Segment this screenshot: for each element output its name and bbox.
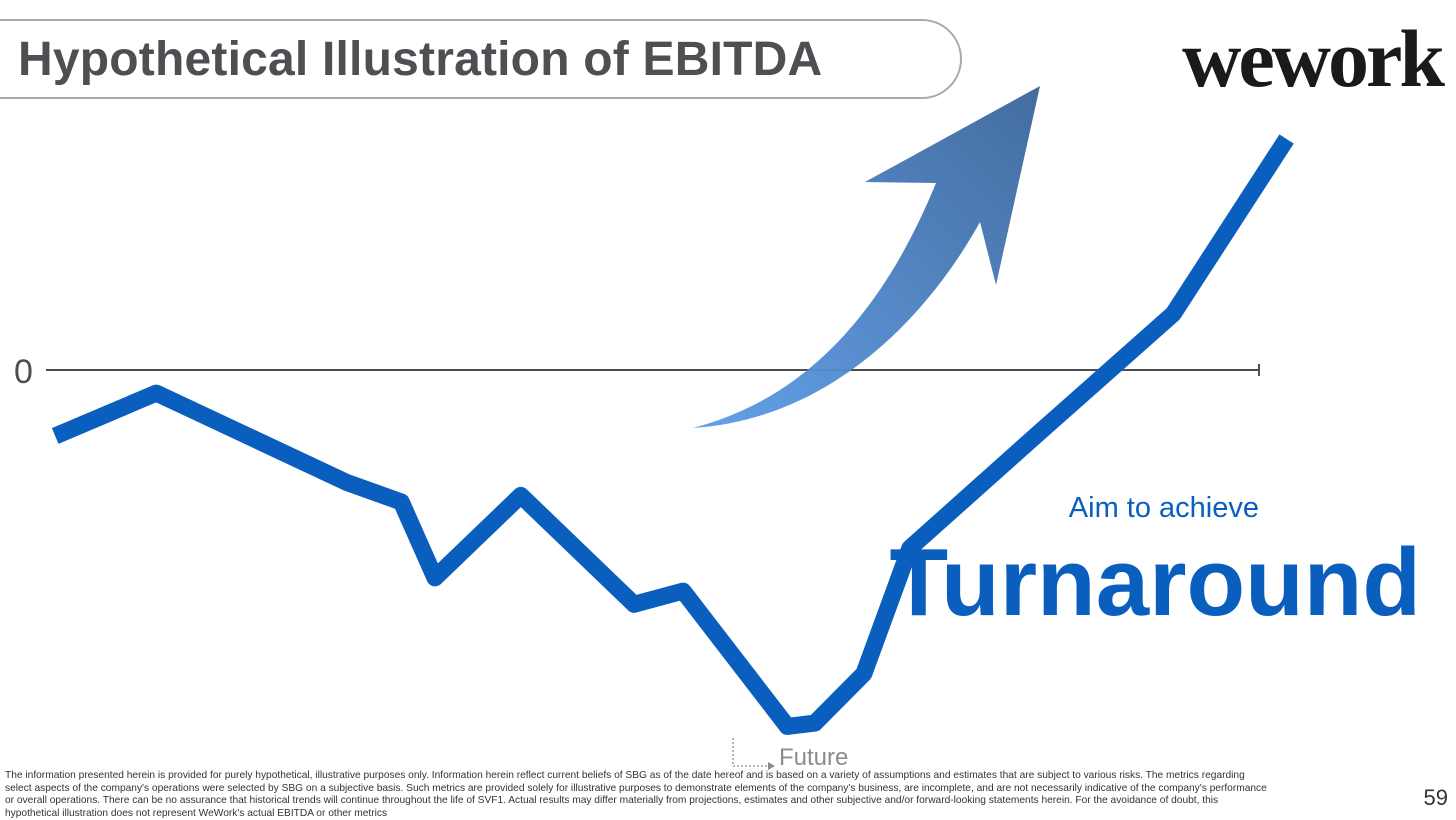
title-pill [0, 19, 962, 99]
future-marker [732, 738, 770, 767]
callout-turnaround-text: Turnaround [889, 529, 1421, 636]
future-marker-arrowhead [768, 762, 775, 770]
callout-aim-text: Aim to achieve [1068, 492, 1259, 524]
ebitda-series-line-0 [51, 134, 1294, 735]
turnaround-arrow [693, 86, 1040, 428]
future-label: Future [779, 744, 849, 771]
disclaimer-text: The information presented herein is prov… [5, 770, 1267, 819]
page-number: 59 [1423, 785, 1448, 810]
y-tick-label-zero: 0 [14, 353, 33, 391]
wework-logo: wework [1182, 13, 1445, 104]
page-title: Hypothetical Illustration of EBITDA [18, 33, 823, 86]
